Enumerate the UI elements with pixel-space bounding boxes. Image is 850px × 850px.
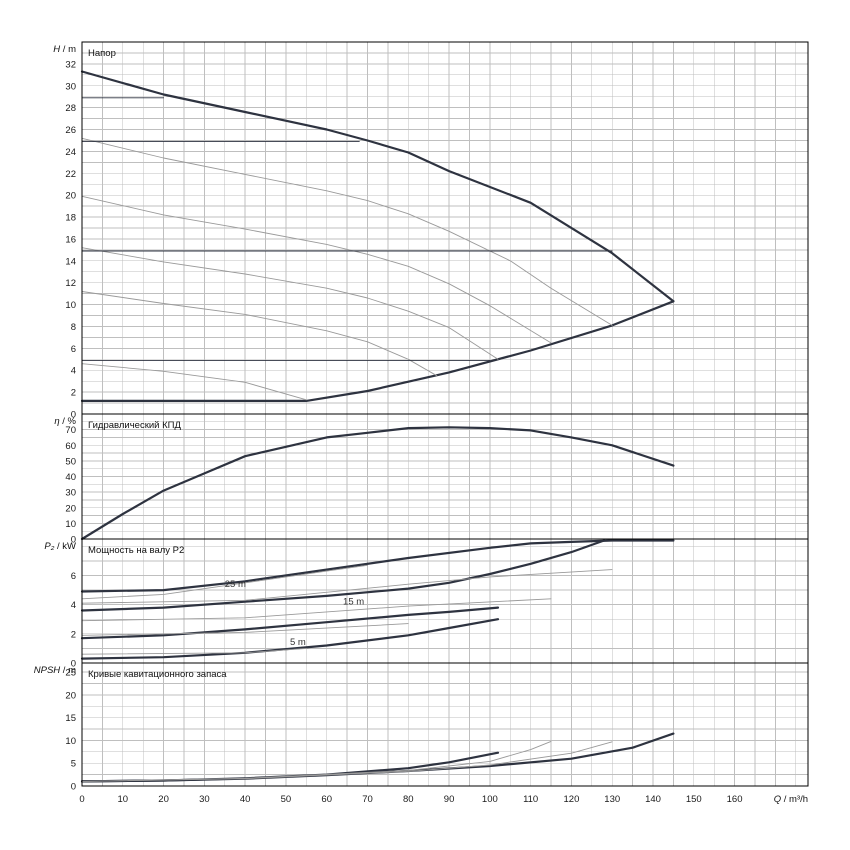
- x-tick-label: 80: [403, 794, 414, 805]
- x-tick-label: 60: [321, 794, 332, 805]
- y-tick-label: 20: [65, 191, 76, 202]
- series-layer: [80, 70, 675, 783]
- x-tick-label: 40: [240, 794, 251, 805]
- y-tick-label: 10: [65, 519, 76, 530]
- x-tick-label: 150: [686, 794, 702, 805]
- series-line-secondary: [81, 137, 613, 326]
- y-tick-label: 0: [71, 782, 76, 793]
- panel-title: Напор: [88, 48, 116, 59]
- series-line-secondary: [81, 195, 552, 344]
- y-tick-label: 4: [71, 600, 76, 611]
- series-line-secondary: [81, 564, 368, 600]
- series-line-secondary: [81, 363, 307, 401]
- y-tick-label: 16: [65, 234, 76, 245]
- y-tick-label: 22: [65, 169, 76, 180]
- series-line-secondary: [81, 741, 613, 782]
- y-tick-label: 28: [65, 103, 76, 114]
- x-tick-label: 90: [444, 794, 455, 805]
- x-tick-label: 10: [117, 794, 128, 805]
- y-axis-label: η / %: [54, 416, 76, 427]
- y-tick-label: 4: [71, 366, 76, 377]
- y-tick-label: 25: [65, 668, 76, 679]
- y-tick-label: 0: [71, 410, 76, 421]
- panel-title: Кривые кавитационного запаса: [88, 669, 227, 680]
- x-tick-label: 30: [199, 794, 210, 805]
- y-tick-label: 32: [65, 59, 76, 70]
- panel-title: Мощность на валу P2: [88, 545, 184, 556]
- series-line-secondary: [81, 247, 499, 360]
- y-tick-label: 50: [65, 456, 76, 467]
- x-tick-label: 140: [645, 794, 661, 805]
- x-tick-label: 120: [564, 794, 580, 805]
- x-tick-label: 160: [727, 794, 743, 805]
- x-tick-label: 20: [158, 794, 169, 805]
- series-line-secondary: [81, 598, 552, 622]
- series-line-main: [80, 539, 606, 612]
- series-line-main: [80, 606, 500, 640]
- y-tick-label: 6: [71, 571, 76, 582]
- x-tick-label: 0: [79, 794, 84, 805]
- y-tick-label: 10: [65, 300, 76, 311]
- y-tick-label: 15: [65, 713, 76, 724]
- y-axis-label: P₂ / kW: [44, 541, 76, 552]
- series-line-secondary: [81, 647, 307, 655]
- x-tick-label: 130: [604, 794, 620, 805]
- x-tick-label: 50: [281, 794, 292, 805]
- y-axis-label: NPSH / m: [34, 665, 76, 676]
- y-tick-label: 0: [71, 659, 76, 670]
- y-tick-label: 12: [65, 278, 76, 289]
- series-line-main: [80, 70, 675, 303]
- y-tick-label: 18: [65, 213, 76, 224]
- series-line-secondary: [81, 291, 438, 377]
- x-axis-label: Q / m³/h: [774, 794, 808, 805]
- y-tick-label: 20: [65, 503, 76, 514]
- series-line-secondary: [81, 623, 409, 636]
- x-tick-label: 70: [362, 794, 373, 805]
- curve-label: 25 m: [225, 579, 246, 590]
- y-tick-label: 30: [65, 488, 76, 499]
- x-tick-label: 100: [482, 794, 498, 805]
- series-line-secondary: [81, 569, 613, 604]
- y-axis-label: H / m: [53, 44, 76, 55]
- y-tick-label: 5: [71, 759, 76, 770]
- y-tick-label: 6: [71, 344, 76, 355]
- y-tick-label: 60: [65, 441, 76, 452]
- panel-frame: [81, 662, 809, 787]
- curve-label: 5 m: [290, 637, 306, 648]
- series-line-main: [80, 539, 675, 593]
- x-tick-label: 110: [523, 794, 538, 805]
- y-tick-label: 8: [71, 322, 76, 333]
- series-line-main: [80, 300, 675, 402]
- y-tick-label: 26: [65, 125, 76, 136]
- panel-title: Гидравлический КПД: [88, 420, 181, 431]
- curve-label: 15 m: [343, 597, 364, 608]
- series-line-main: [80, 426, 675, 541]
- y-tick-label: 40: [65, 472, 76, 483]
- y-tick-label: 20: [65, 690, 76, 701]
- y-tick-label: 10: [65, 736, 76, 747]
- y-tick-label: 70: [65, 425, 76, 436]
- y-tick-label: 0: [71, 535, 76, 546]
- y-tick-label: 2: [71, 629, 76, 640]
- y-tick-label: 30: [65, 81, 76, 92]
- series-line-main: [80, 618, 500, 660]
- y-tick-label: 2: [71, 388, 76, 399]
- y-tick-label: 14: [65, 256, 76, 267]
- y-tick-label: 24: [65, 147, 76, 158]
- frames-layer: [81, 41, 809, 787]
